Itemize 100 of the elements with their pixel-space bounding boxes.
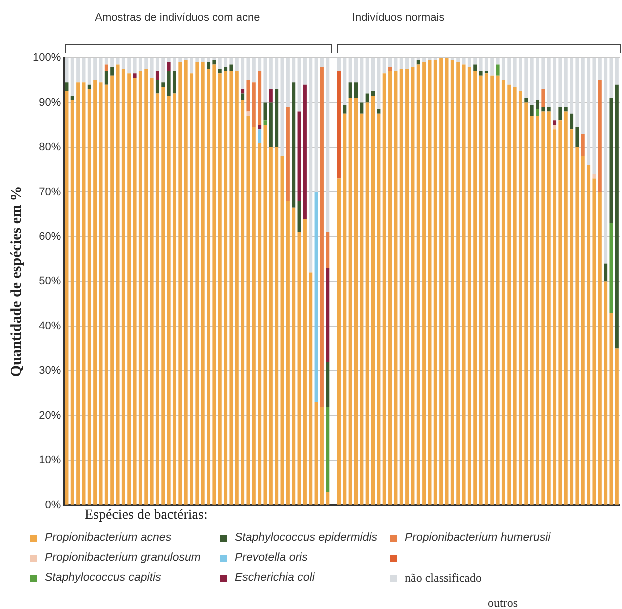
bar: [366, 102, 370, 505]
bar: [570, 130, 574, 505]
bar: [246, 80, 250, 112]
bar: [553, 130, 557, 505]
bar: [440, 58, 444, 505]
bar: [303, 219, 307, 505]
bar: [372, 96, 376, 505]
bar: [269, 102, 273, 148]
y-tick-label: 60%: [39, 230, 62, 243]
bar: [70, 58, 74, 96]
legend-label: Prevotella oris: [235, 552, 308, 564]
y-tick-label: 80%: [39, 142, 62, 154]
bar: [484, 74, 488, 505]
text: outros: [488, 596, 518, 609]
bar: [416, 64, 420, 505]
bar: [524, 102, 528, 505]
bar: [70, 96, 74, 101]
bar: [479, 58, 483, 72]
bar: [496, 76, 500, 505]
bar: [348, 82, 352, 98]
bar: [309, 272, 313, 505]
bar: [252, 82, 256, 128]
bar: [104, 84, 108, 505]
bar: [320, 66, 324, 407]
bar: [610, 313, 614, 505]
bar: [70, 100, 74, 505]
legend-label: Propionibacterium humerusii: [405, 532, 551, 544]
bar: [530, 104, 534, 116]
legend-label: não classificado: [405, 570, 482, 586]
bar: [456, 62, 460, 505]
legend-label: Propionibacterium acnes: [45, 532, 172, 544]
bar: [241, 100, 245, 505]
bar: [275, 89, 279, 148]
bar: [542, 107, 546, 112]
legend-label: Escherichia coli: [235, 572, 315, 584]
bar: [377, 58, 381, 110]
bar: [372, 92, 376, 96]
bar: [88, 84, 92, 90]
bar: [388, 66, 392, 72]
bar: [496, 64, 500, 76]
bar: [292, 82, 296, 208]
bar: [65, 82, 69, 92]
bar: [576, 127, 580, 148]
bar: [337, 178, 341, 505]
bar: [178, 58, 182, 62]
bar: [230, 71, 234, 505]
bar: [411, 66, 415, 505]
bar: [411, 58, 415, 67]
bar: [558, 107, 562, 121]
bar: [246, 116, 250, 505]
bar: [172, 58, 176, 72]
bar: [479, 71, 483, 76]
y-tick-label: 40%: [39, 320, 62, 332]
bar: [172, 71, 176, 94]
bar: [400, 69, 404, 505]
bar: [122, 69, 126, 505]
y-tick-label: 0%: [45, 499, 62, 512]
y-tick-label: 100%: [32, 52, 62, 64]
bar: [235, 71, 239, 505]
bar: [224, 58, 228, 67]
bar: [581, 156, 585, 505]
bar: [258, 125, 262, 130]
bar: [610, 224, 614, 314]
bar: [377, 114, 381, 505]
bar: [224, 71, 228, 505]
legend-label: Propionibacterium granulosum: [45, 552, 201, 564]
bar: [547, 58, 551, 108]
bar: [207, 69, 211, 505]
bar: [241, 58, 245, 90]
bar: [241, 94, 245, 101]
bar: [314, 402, 318, 505]
bar: [218, 69, 222, 74]
bar: [570, 114, 574, 130]
bar: [309, 58, 313, 273]
bar: [536, 116, 540, 505]
bar: [479, 76, 483, 505]
bar: [576, 147, 580, 505]
bar: [104, 71, 108, 85]
bar: [343, 58, 347, 105]
bar: [354, 98, 358, 505]
bar: [610, 98, 614, 224]
bar: [604, 58, 608, 264]
bar: [190, 58, 194, 74]
bar: [434, 60, 438, 505]
bar: [547, 107, 551, 112]
bar: [298, 112, 302, 202]
bar: [110, 76, 114, 505]
bar: [286, 107, 290, 202]
bar: [104, 64, 108, 72]
bar: [536, 109, 540, 116]
bar: [275, 147, 279, 505]
bar: [422, 58, 426, 62]
bar: [65, 92, 69, 505]
bar: [128, 74, 132, 505]
bar: [264, 120, 268, 126]
bar: [99, 58, 103, 83]
bar: [564, 107, 568, 112]
text: Amostras de indivíduos com acne: [95, 12, 260, 24]
bar: [598, 80, 602, 192]
bar: [604, 282, 608, 505]
